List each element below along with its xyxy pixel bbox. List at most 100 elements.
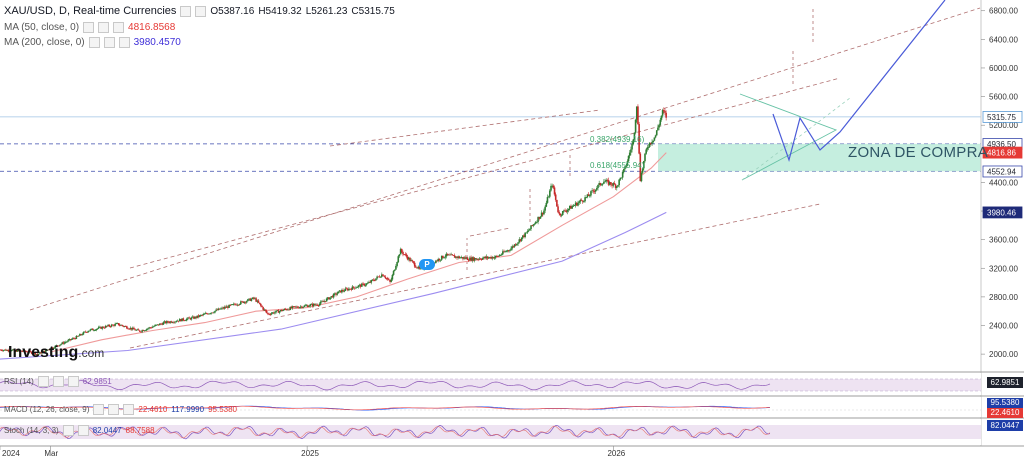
candle-body bbox=[68, 339, 71, 341]
candle-body bbox=[157, 324, 160, 326]
stoch-settings-icon[interactable] bbox=[62, 425, 74, 436]
candle-body bbox=[74, 338, 76, 340]
candle-body bbox=[529, 229, 531, 231]
ma200-eye-icon[interactable] bbox=[103, 37, 115, 48]
candle-body bbox=[587, 194, 590, 196]
candle-body bbox=[554, 194, 557, 200]
candle-body bbox=[665, 112, 667, 118]
candle-body bbox=[578, 201, 581, 203]
candle-body bbox=[522, 235, 524, 238]
rsi-value: 62.9851 bbox=[82, 377, 112, 386]
macd-settings-icon[interactable] bbox=[93, 404, 105, 415]
candle-body bbox=[659, 119, 662, 125]
ma50-settings-icon[interactable] bbox=[83, 22, 95, 33]
candle-body bbox=[597, 184, 599, 189]
candle-body bbox=[76, 335, 79, 337]
candle-body bbox=[336, 293, 338, 295]
candle-body bbox=[317, 305, 320, 307]
candle-body bbox=[475, 258, 477, 260]
candle-body bbox=[153, 326, 155, 328]
settings-icon[interactable] bbox=[180, 5, 192, 17]
candle-body bbox=[2, 350, 5, 351]
candle-body bbox=[69, 339, 72, 340]
candle-body bbox=[378, 276, 381, 278]
high-value: H5419.32 bbox=[258, 5, 302, 17]
stoch-axis-tag: 82.0447 bbox=[987, 420, 1023, 431]
ma50-close-icon[interactable] bbox=[113, 22, 125, 33]
candle-body bbox=[267, 312, 269, 314]
candle-body bbox=[73, 338, 75, 339]
candle-body bbox=[395, 265, 397, 270]
candle-body bbox=[229, 304, 232, 306]
candle-body bbox=[7, 349, 10, 352]
y-tick-label: 2000.00 bbox=[989, 350, 1018, 359]
ma200-line bbox=[0, 211, 667, 360]
eye-icon[interactable] bbox=[195, 5, 207, 17]
candle-body bbox=[110, 324, 113, 327]
event-marker[interactable]: P bbox=[419, 259, 435, 270]
price-tag-label: 3980.46 bbox=[987, 208, 1016, 217]
candle-body bbox=[403, 254, 405, 256]
candle-body bbox=[469, 257, 471, 261]
candle-body bbox=[221, 307, 223, 309]
y-tick-label: 2800.00 bbox=[989, 293, 1018, 302]
candle-body bbox=[62, 342, 65, 344]
rsi-close-icon[interactable] bbox=[67, 376, 79, 387]
ma50-eye-icon[interactable] bbox=[98, 22, 110, 33]
candle-body bbox=[250, 298, 253, 301]
candle-body bbox=[301, 306, 303, 308]
candle-body bbox=[531, 225, 534, 227]
candle-body bbox=[402, 251, 404, 255]
candle-body bbox=[16, 349, 19, 352]
candle-body bbox=[334, 293, 336, 295]
candle-body bbox=[302, 306, 304, 308]
macd-axis-tag-1: 95.5380 bbox=[987, 398, 1023, 408]
candle-body bbox=[296, 306, 299, 308]
candle-body bbox=[63, 342, 66, 344]
candle-body bbox=[388, 279, 390, 281]
stoch-eye-icon[interactable] bbox=[77, 425, 89, 436]
macd-eye-icon[interactable] bbox=[108, 404, 120, 415]
candle-body bbox=[567, 208, 570, 211]
candle-body bbox=[311, 303, 314, 307]
candle-body bbox=[101, 326, 104, 329]
candle-body bbox=[95, 329, 98, 331]
price-axis[interactable]: 2000.002400.002800.003200.003600.004000.… bbox=[981, 7, 1018, 359]
candle-body bbox=[130, 327, 133, 330]
candle-body bbox=[489, 256, 491, 258]
rsi-eye-icon[interactable] bbox=[52, 376, 64, 387]
candle-body bbox=[15, 350, 18, 352]
candle-body bbox=[294, 306, 296, 308]
candle-body bbox=[107, 324, 109, 327]
candle-body bbox=[612, 183, 615, 186]
rsi-settings-icon[interactable] bbox=[37, 376, 49, 387]
candle-body bbox=[626, 161, 629, 166]
candle-body bbox=[329, 297, 331, 300]
candle-body bbox=[455, 256, 457, 258]
candle-body bbox=[393, 269, 396, 271]
price-tag-box bbox=[982, 146, 1023, 159]
ma200-close-icon[interactable] bbox=[118, 37, 130, 48]
candle-body bbox=[202, 314, 205, 316]
candle-body bbox=[383, 275, 385, 277]
candle-body bbox=[305, 305, 308, 307]
candle-body bbox=[604, 181, 606, 183]
candle-body bbox=[552, 185, 555, 188]
candle-body bbox=[175, 321, 178, 323]
candle-body bbox=[637, 106, 639, 125]
time-axis[interactable]: 2024 Mar 2025 2026 bbox=[0, 446, 626, 458]
candle-body bbox=[104, 325, 107, 328]
candle-body bbox=[581, 200, 584, 202]
candle-body bbox=[223, 307, 226, 309]
candle-body bbox=[297, 307, 300, 309]
candle-body bbox=[364, 284, 367, 286]
ma200-settings-icon[interactable] bbox=[88, 37, 100, 48]
candle-body bbox=[252, 297, 255, 299]
macd-close-icon[interactable] bbox=[123, 404, 135, 415]
candle-body bbox=[319, 301, 322, 304]
candle-body bbox=[88, 330, 91, 332]
candle-body bbox=[398, 254, 401, 257]
candle-body bbox=[314, 303, 316, 305]
candle-body bbox=[346, 288, 349, 291]
macd-axis-tag-2: 22.4610 bbox=[987, 408, 1023, 418]
